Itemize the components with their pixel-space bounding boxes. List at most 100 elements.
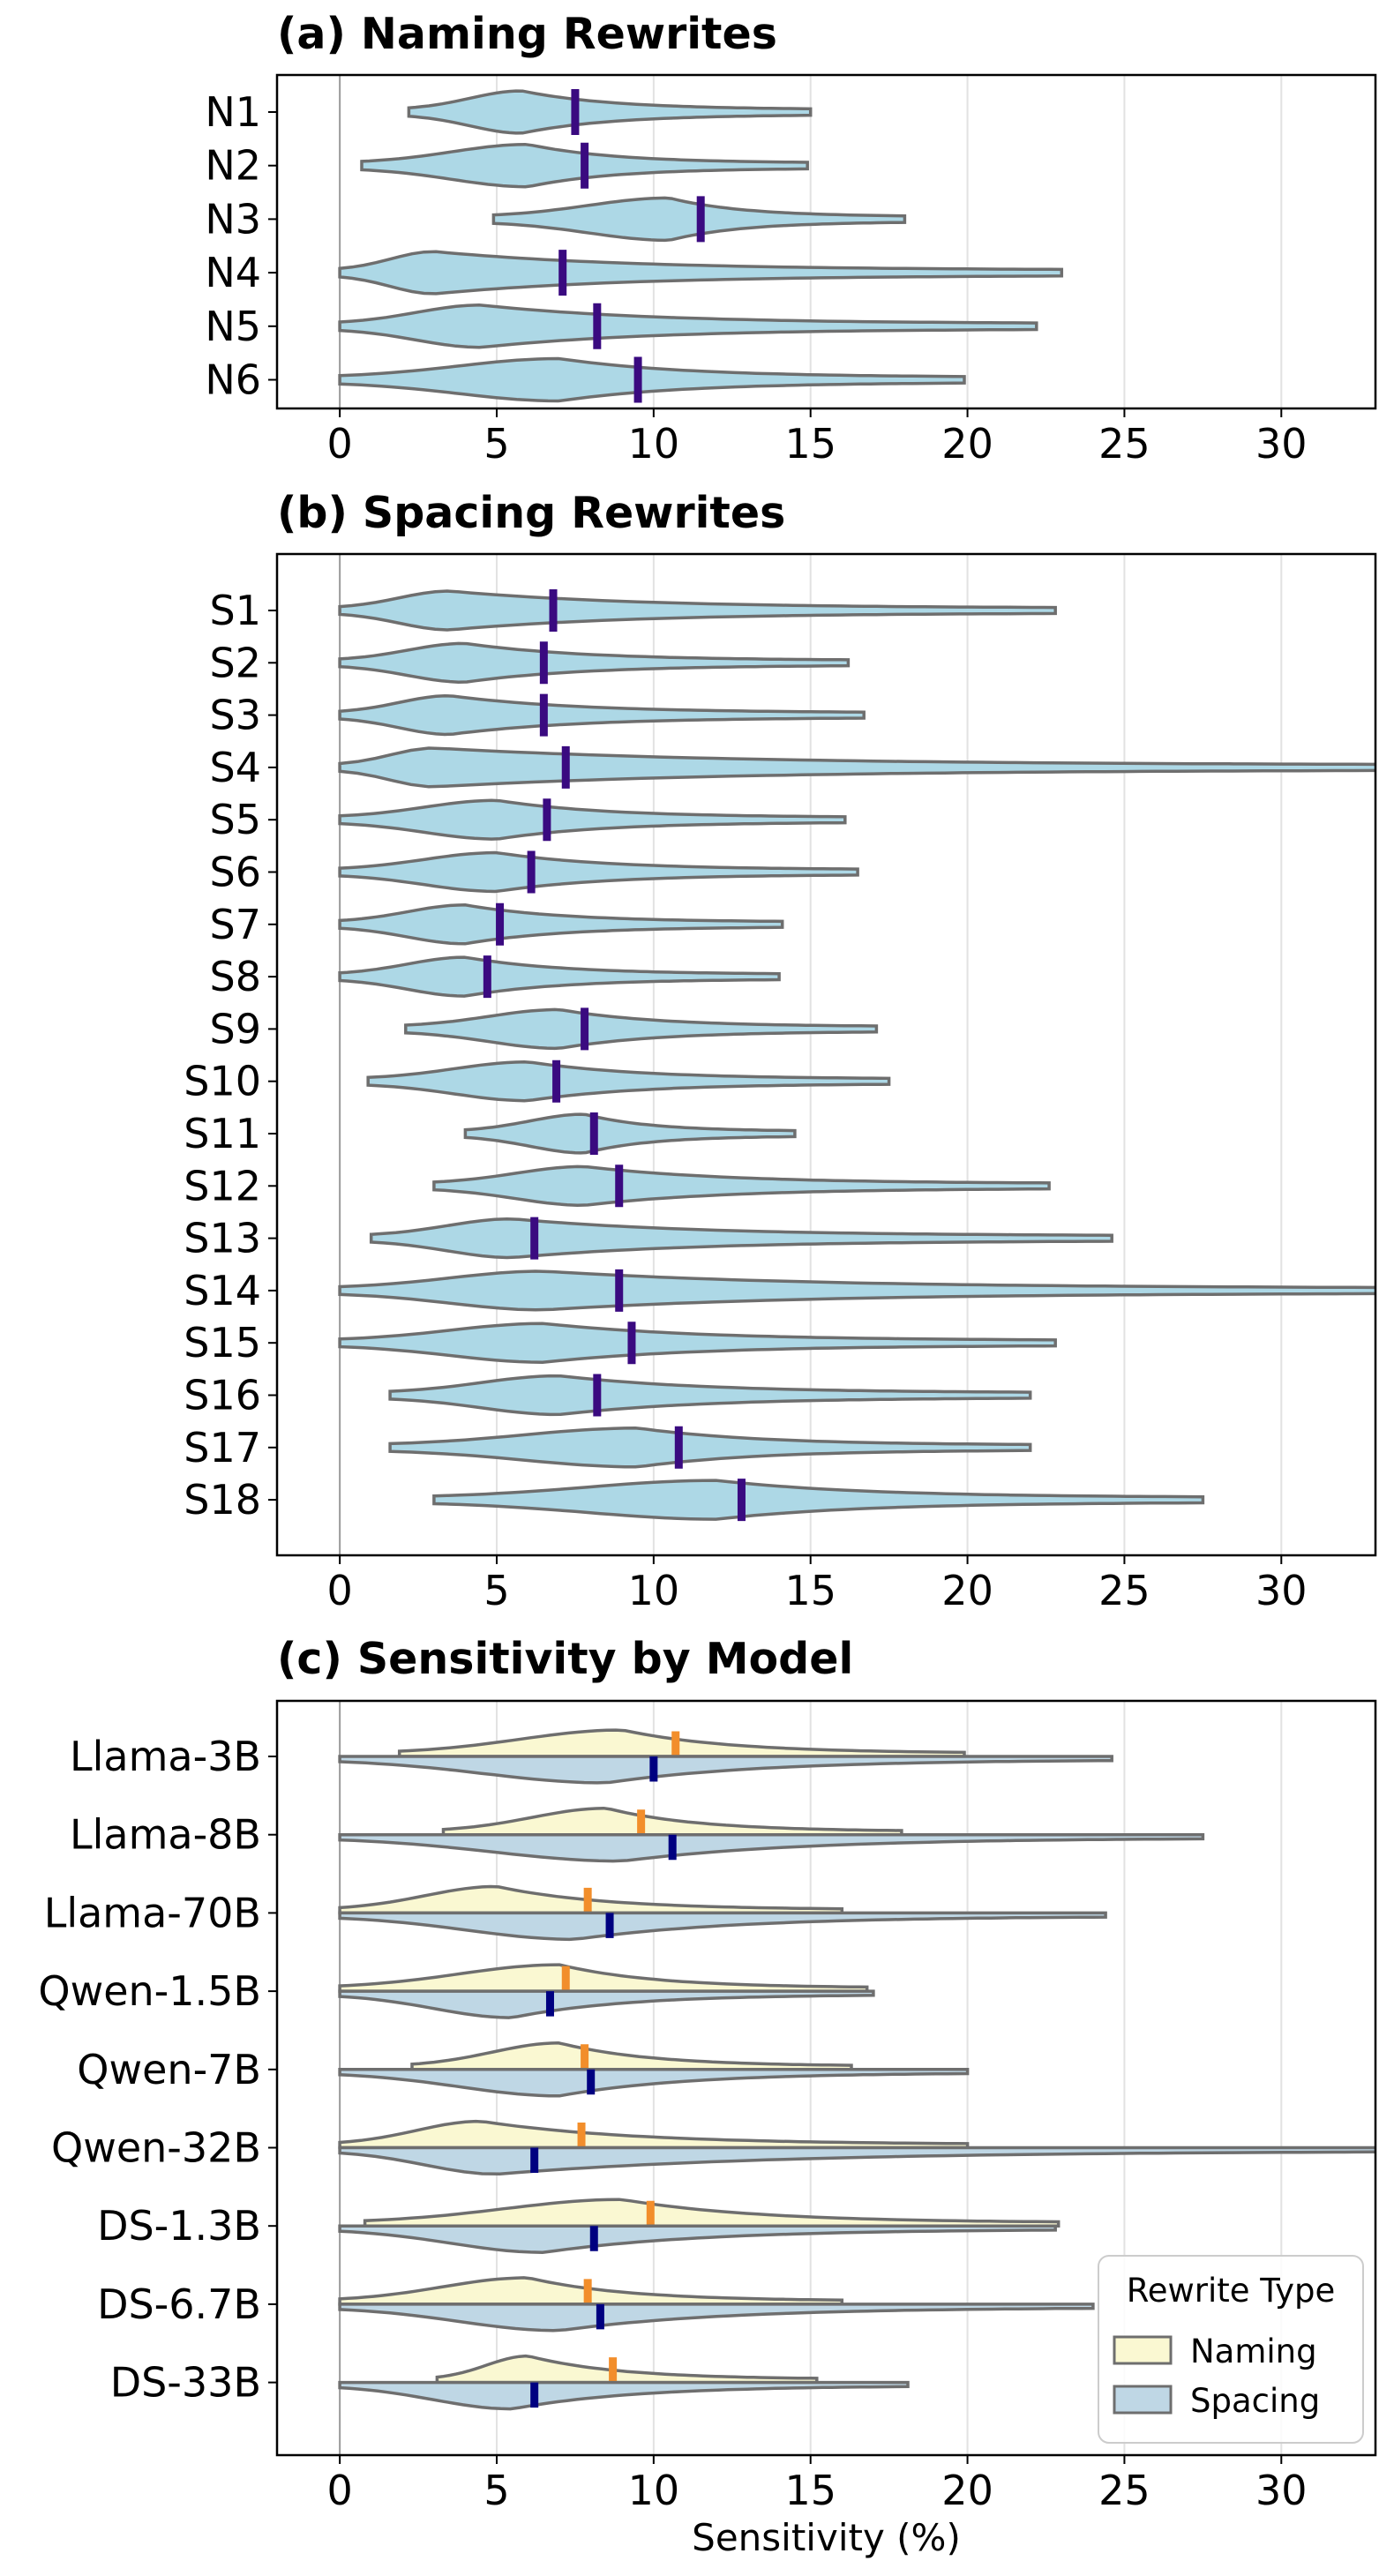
legend-label-spacing: Spacing xyxy=(1190,2382,1320,2420)
ytick-label: S1 xyxy=(210,587,261,634)
ytick-label: S5 xyxy=(210,796,261,843)
ytick-label: S9 xyxy=(210,1005,261,1052)
ytick-label: S16 xyxy=(184,1372,261,1419)
plot-area-2 xyxy=(338,1728,1375,2411)
plot-area-1 xyxy=(338,589,1375,1522)
ytick-label: DS-6.7B xyxy=(97,2280,261,2328)
violin-S5 xyxy=(338,798,847,841)
ytick-label: N4 xyxy=(205,249,261,296)
half-violin-naming-Qwen-7B xyxy=(410,2041,853,2071)
violin-S1 xyxy=(338,589,1057,632)
ytick-label: Qwen-7B xyxy=(77,2046,261,2093)
ytick-label: S10 xyxy=(184,1058,261,1105)
half-violin-naming-Qwen-32B xyxy=(338,2119,970,2150)
half-violin-naming-Llama-70B xyxy=(338,1884,844,1915)
xtick-label: 20 xyxy=(941,2467,993,2514)
xtick-label: 5 xyxy=(483,2467,509,2514)
ytick-label: S2 xyxy=(210,639,261,686)
violin-N4 xyxy=(338,250,1064,296)
ytick-label: N3 xyxy=(205,195,261,243)
ytick-label: S8 xyxy=(210,953,261,1000)
xtick-label: 0 xyxy=(327,420,353,468)
ytick-label: S12 xyxy=(184,1162,261,1209)
violin-S3 xyxy=(338,693,866,737)
violin-S6 xyxy=(338,850,859,894)
axes-frame xyxy=(275,73,1377,410)
violin-S8 xyxy=(338,955,781,998)
ytick-label: S7 xyxy=(210,901,261,948)
xtick-label: 5 xyxy=(483,1567,509,1614)
half-violin-spacing-DS-6.7B xyxy=(338,2303,1095,2333)
xtick-label: 15 xyxy=(784,1567,836,1614)
axes-frame xyxy=(275,552,1377,1557)
legend-swatch-spacing xyxy=(1113,2385,1173,2415)
panel-2: Rewrite Type Naming Spacing xyxy=(268,1699,1377,2464)
violin-S18 xyxy=(432,1479,1205,1521)
half-violin-spacing-Llama-8B xyxy=(338,1832,1205,1863)
ytick-label: N1 xyxy=(205,88,261,136)
panel-1 xyxy=(268,552,1377,1564)
violin-S2 xyxy=(338,641,851,684)
legend-label-naming: Naming xyxy=(1190,2333,1317,2370)
violin-S15 xyxy=(338,1322,1057,1364)
violin-N1 xyxy=(407,89,813,135)
violin-S7 xyxy=(338,903,784,946)
ytick-label: S15 xyxy=(184,1319,261,1367)
violin-S11 xyxy=(463,1112,797,1155)
ytick-label: Llama-70B xyxy=(44,1889,261,1936)
half-violin-spacing-Qwen-7B xyxy=(338,2068,970,2098)
half-violin-spacing-Qwen-32B xyxy=(338,2145,1375,2175)
xtick-label: 20 xyxy=(941,420,993,468)
half-violin-spacing-Llama-70B xyxy=(338,1911,1107,1942)
half-violin-naming-DS-33B xyxy=(435,2354,819,2385)
ytick-label: S6 xyxy=(210,849,261,896)
ytick-label: DS-1.3B xyxy=(97,2202,261,2250)
chart-title: (a) Naming Rewrites xyxy=(277,9,777,59)
xtick-label: 0 xyxy=(327,2467,353,2514)
x-axis-label: Sensitivity (%) xyxy=(692,2516,961,2559)
ytick-label: S11 xyxy=(184,1110,261,1157)
ytick-label: S13 xyxy=(184,1215,261,1262)
xtick-label: 15 xyxy=(784,2467,836,2514)
violin-S16 xyxy=(388,1374,1032,1417)
xtick-label: 30 xyxy=(1255,420,1308,468)
xtick-label: 15 xyxy=(784,420,836,468)
half-violin-spacing-DS-1.3B xyxy=(338,2224,1057,2254)
xtick-label: 5 xyxy=(483,420,509,468)
plot-area-0 xyxy=(338,89,1064,403)
xtick-label: 0 xyxy=(327,1567,353,1614)
half-violin-naming-DS-1.3B xyxy=(363,2198,1060,2228)
violin-S14 xyxy=(338,1269,1375,1312)
legend-title: Rewrite Type xyxy=(1127,2272,1336,2310)
ytick-label: S18 xyxy=(184,1476,261,1524)
chart-title: (b) Spacing Rewrites xyxy=(277,488,785,538)
ytick-label: Llama-8B xyxy=(70,1811,261,1859)
xtick-label: 20 xyxy=(941,1567,993,1614)
legend: Rewrite Type Naming Spacing xyxy=(1098,2255,1364,2444)
violin-S12 xyxy=(432,1164,1051,1207)
violin-N5 xyxy=(338,303,1038,349)
ytick-label: Qwen-32B xyxy=(51,2124,261,2172)
violin-S13 xyxy=(369,1217,1113,1260)
xtick-label: 30 xyxy=(1255,1567,1308,1614)
violin-S10 xyxy=(366,1060,891,1103)
violin-S9 xyxy=(404,1007,879,1051)
violin-N6 xyxy=(338,356,966,403)
ytick-label: S17 xyxy=(184,1424,261,1471)
ytick-label: DS-33B xyxy=(110,2359,261,2407)
xtick-label: 30 xyxy=(1255,2467,1308,2514)
xtick-label: 25 xyxy=(1098,1567,1150,1614)
xtick-label: 10 xyxy=(628,1567,680,1614)
panel-0 xyxy=(268,73,1377,417)
ytick-label: N6 xyxy=(205,356,261,404)
ytick-label: S4 xyxy=(210,744,261,791)
half-violin-naming-Llama-3B xyxy=(397,1728,966,1758)
legend-swatch-naming xyxy=(1113,2335,1173,2365)
axes-frame xyxy=(275,1699,1377,2457)
half-violin-spacing-DS-33B xyxy=(338,2380,910,2411)
xtick-label: 25 xyxy=(1098,420,1150,468)
chart-title: (c) Sensitivity by Model xyxy=(277,1634,853,1684)
ytick-label: Qwen-1.5B xyxy=(38,1967,261,2015)
half-violin-spacing-Qwen-1.5B xyxy=(338,1989,875,2019)
